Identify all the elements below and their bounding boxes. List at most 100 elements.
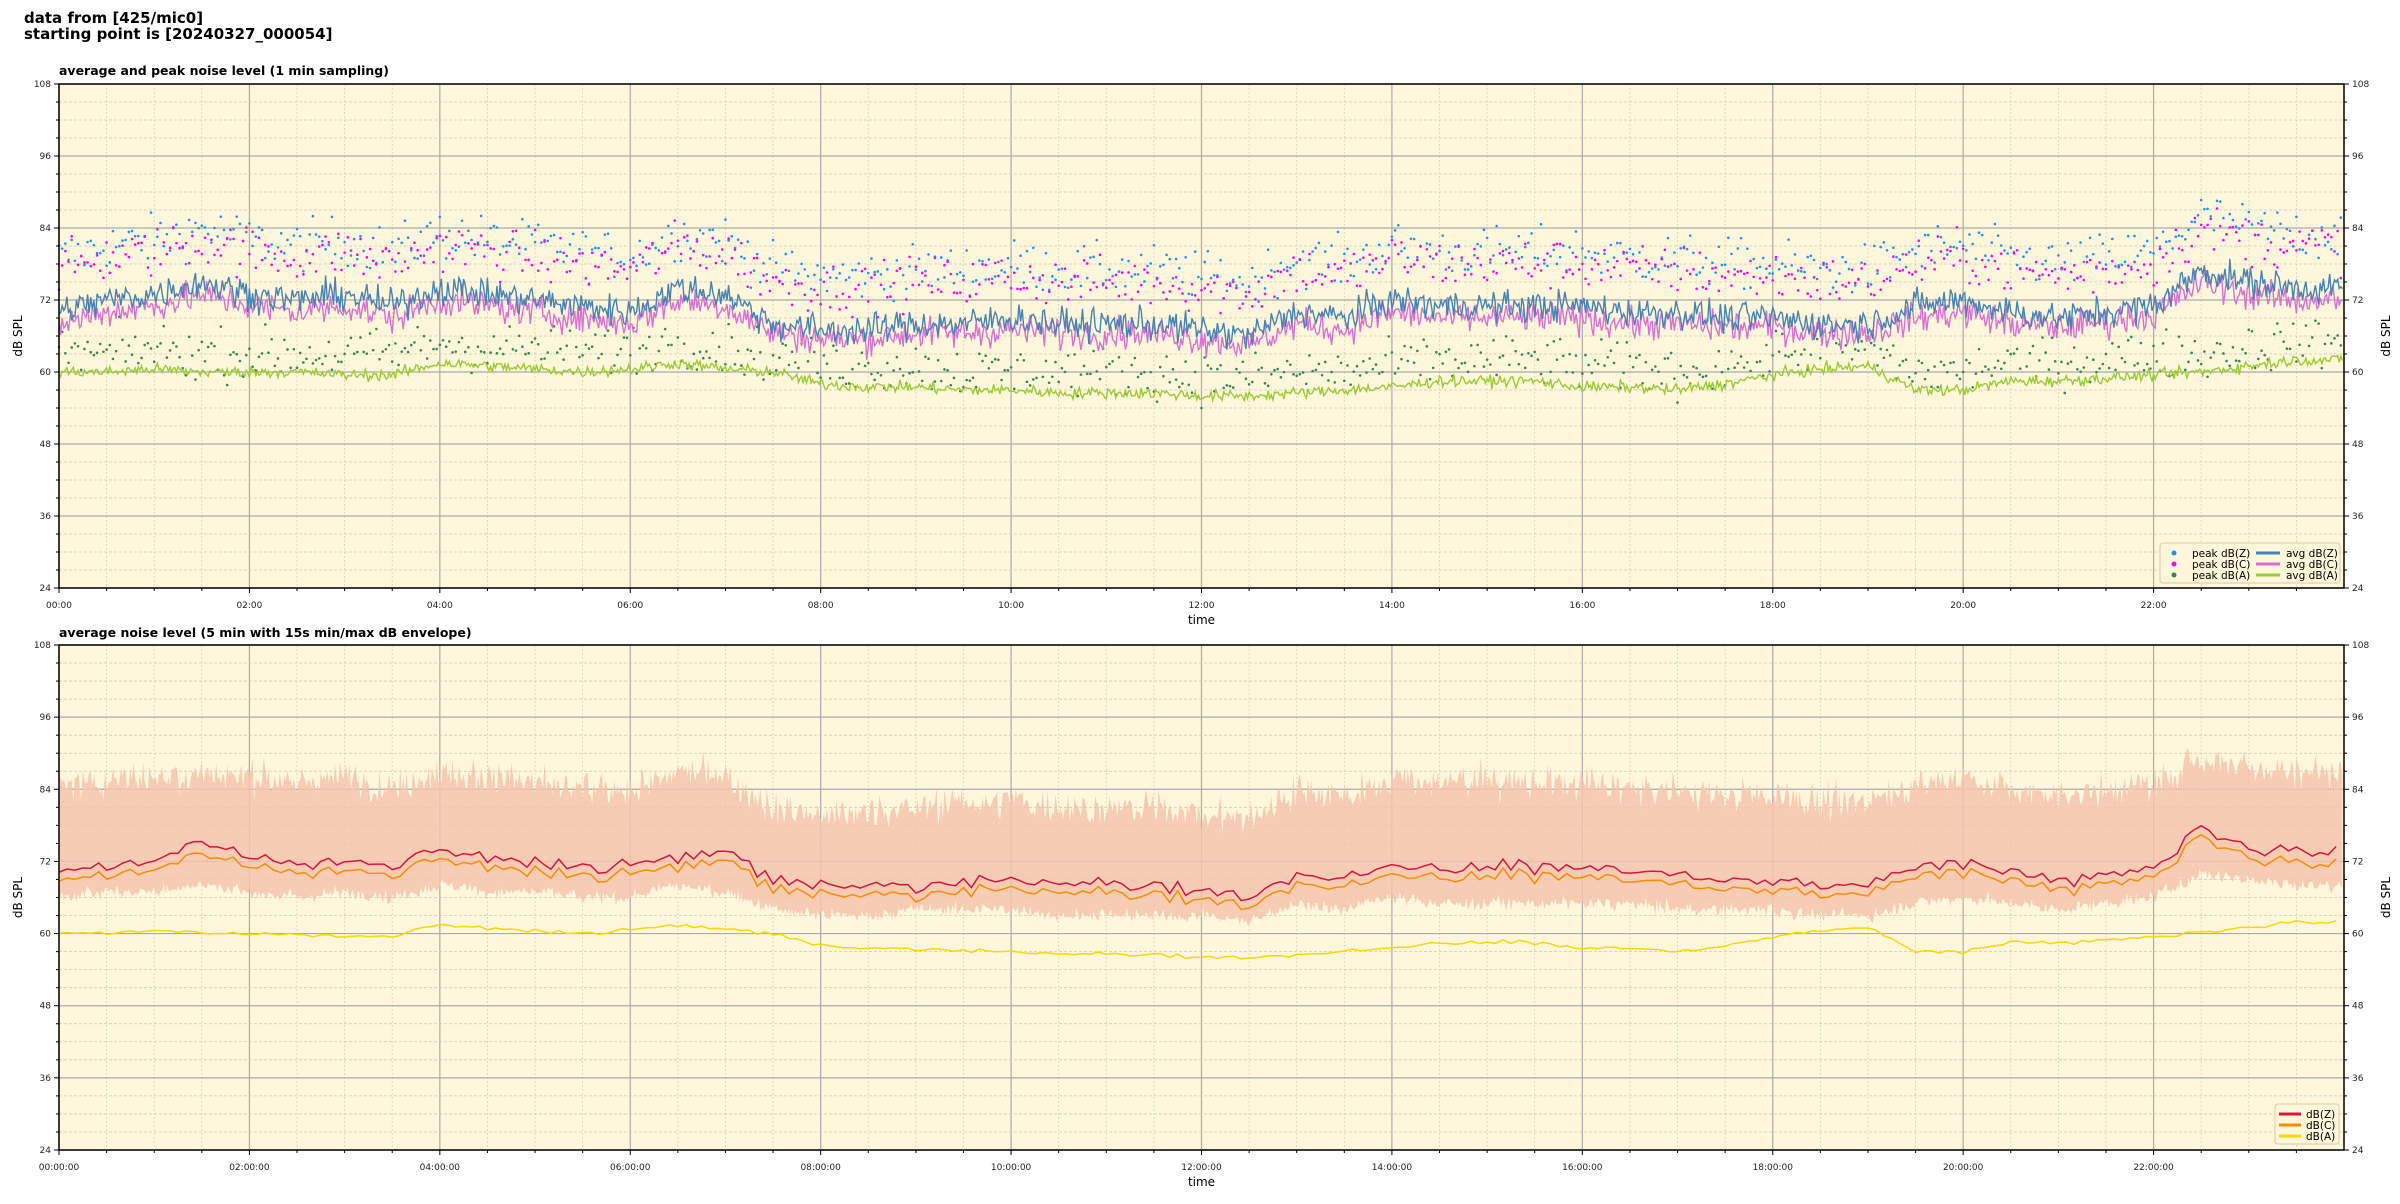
peak-point: [1996, 267, 2000, 271]
peak-point: [2241, 348, 2244, 351]
peak-point: [1333, 381, 1337, 384]
peak-point: [1774, 329, 1778, 333]
peak-point: [67, 260, 70, 264]
peak-point: [1089, 372, 1092, 376]
peak-point: [660, 251, 664, 255]
peak-point: [1419, 245, 1422, 248]
peak-point: [1031, 246, 1035, 250]
peak-point: [1780, 292, 1784, 296]
peak-point: [1873, 293, 1876, 297]
peak-point: [1809, 295, 1813, 298]
peak-point: [1587, 282, 1590, 286]
peak-point: [2323, 236, 2327, 239]
x-axis-label: time: [1188, 613, 1215, 627]
peak-point: [1831, 286, 1835, 289]
peak-point: [816, 264, 819, 267]
peak-point: [365, 352, 369, 355]
peak-point: [222, 228, 226, 232]
peak-point: [946, 260, 949, 264]
peak-point: [73, 270, 77, 274]
peak-point: [76, 344, 80, 348]
peak-point: [2323, 342, 2327, 346]
peak-point: [2215, 199, 2219, 203]
peak-point: [2041, 262, 2044, 266]
peak-point: [860, 351, 864, 354]
peak-point: [2069, 249, 2073, 252]
peak-point: [2133, 260, 2136, 264]
peak-point: [2247, 328, 2251, 332]
peak-point: [1844, 260, 1848, 264]
peak-point: [1749, 259, 1752, 263]
peak-point: [1409, 237, 1413, 241]
peak-point: [1634, 270, 1638, 273]
peak-point: [1904, 253, 1908, 256]
peak-point: [1203, 260, 1206, 264]
peak-point: [1336, 267, 1340, 271]
peak-point: [73, 342, 77, 345]
peak-point: [2171, 261, 2174, 265]
peak-point: [1787, 272, 1790, 276]
peak-point: [1834, 280, 1838, 283]
peak-point: [1282, 289, 1286, 293]
peak-point: [133, 335, 137, 339]
peak-point: [2047, 273, 2051, 277]
peak-point: [2164, 328, 2168, 331]
peak-point: [1765, 276, 1768, 279]
peak-point: [1374, 363, 1378, 366]
peak-point: [743, 272, 746, 276]
peak-point: [1000, 378, 1003, 382]
peak-point: [1644, 360, 1648, 364]
peak-point: [1171, 276, 1175, 280]
peak-point: [1784, 274, 1787, 278]
peak-point: [159, 342, 162, 345]
peak-point: [816, 293, 819, 297]
peak-point: [1812, 258, 1816, 262]
peak-point: [736, 238, 740, 241]
peak-point: [1498, 356, 1502, 359]
peak-point: [2164, 252, 2168, 255]
peak-point: [314, 270, 318, 273]
peak-point: [1974, 372, 1978, 376]
peak-point: [321, 239, 324, 243]
peak-point: [2123, 260, 2127, 264]
peak-point: [1330, 244, 1333, 247]
peak-point: [1193, 294, 1197, 297]
peak-point: [993, 261, 997, 265]
peak-point: [1536, 257, 1540, 260]
peak-point: [270, 337, 273, 341]
peak-point: [609, 247, 613, 250]
peak-point: [416, 248, 419, 252]
peak-point: [1733, 273, 1736, 276]
peak-point: [1685, 269, 1689, 272]
peak-point: [1260, 276, 1264, 279]
peak-point: [1657, 280, 1660, 283]
peak-point: [1612, 266, 1616, 269]
peak-point: [356, 350, 359, 354]
peak-point: [1254, 351, 1257, 355]
peak-point: [178, 246, 181, 250]
peak-point: [200, 224, 204, 227]
peak-point: [1695, 366, 1698, 370]
peak-point: [2149, 263, 2152, 266]
peak-point: [774, 275, 778, 279]
peak-point: [1679, 277, 1683, 281]
peak-point: [108, 271, 112, 275]
peak-point: [981, 260, 984, 263]
peak-point: [514, 349, 518, 352]
peak-point: [2009, 352, 2013, 356]
peak-point: [2133, 364, 2136, 367]
peak-point: [1596, 252, 1600, 255]
peak-point: [1400, 241, 1403, 244]
peak-point: [149, 347, 153, 350]
peak-point: [2193, 220, 2197, 224]
peak-point: [1857, 349, 1860, 353]
series-peak-db-a-: [57, 315, 2343, 410]
peak-point: [1723, 263, 1727, 267]
peak-point: [1384, 259, 1387, 263]
peak-point: [1984, 254, 1987, 258]
peak-point: [2126, 234, 2130, 238]
peak-point: [2098, 233, 2101, 236]
peak-point: [2301, 354, 2305, 357]
peak-point: [1174, 378, 1178, 381]
peak-point: [2260, 223, 2263, 226]
